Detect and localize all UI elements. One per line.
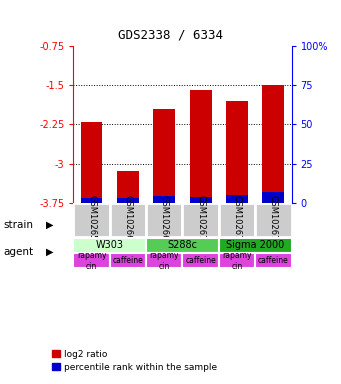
Bar <box>255 203 292 237</box>
Text: GDS2338 / 6334: GDS2338 / 6334 <box>118 29 223 42</box>
Text: caffeine: caffeine <box>113 257 143 265</box>
Bar <box>263 192 284 203</box>
Bar <box>219 253 255 268</box>
Bar <box>190 91 211 203</box>
Bar <box>80 198 102 203</box>
Text: Sigma 2000: Sigma 2000 <box>226 240 284 250</box>
Text: caffeine: caffeine <box>185 257 216 265</box>
Bar <box>255 253 292 268</box>
Bar <box>219 203 255 237</box>
Bar <box>226 195 248 203</box>
Bar <box>146 203 182 237</box>
Text: ▶: ▶ <box>46 247 54 257</box>
Bar <box>219 238 292 253</box>
Bar <box>73 203 110 237</box>
Bar <box>110 253 146 268</box>
Bar <box>153 196 175 203</box>
Text: S288c: S288c <box>167 240 197 250</box>
Text: agent: agent <box>3 247 33 257</box>
Bar <box>110 203 146 237</box>
Text: strain: strain <box>3 220 33 230</box>
Text: rapamy
cin: rapamy cin <box>149 251 179 271</box>
Legend: log2 ratio, percentile rank within the sample: log2 ratio, percentile rank within the s… <box>49 346 221 376</box>
Text: GSM102673: GSM102673 <box>269 195 278 245</box>
Bar <box>153 109 175 203</box>
Bar <box>80 122 102 203</box>
Text: GSM102664: GSM102664 <box>123 195 132 245</box>
Text: rapamy
cin: rapamy cin <box>77 251 106 271</box>
Text: ▶: ▶ <box>46 220 54 230</box>
Text: GSM102668: GSM102668 <box>160 195 169 245</box>
Bar <box>117 198 139 203</box>
Text: W303: W303 <box>96 240 124 250</box>
Bar <box>117 171 139 203</box>
Bar <box>146 253 182 268</box>
Text: GSM102672: GSM102672 <box>233 195 241 245</box>
Bar <box>73 253 110 268</box>
Bar <box>190 197 211 203</box>
Bar <box>226 101 248 203</box>
Bar <box>182 253 219 268</box>
Text: GSM102670: GSM102670 <box>196 195 205 245</box>
Text: GSM102659: GSM102659 <box>87 195 96 245</box>
Text: caffeine: caffeine <box>258 257 289 265</box>
Bar <box>263 85 284 203</box>
Text: rapamy
cin: rapamy cin <box>222 251 252 271</box>
Bar <box>182 203 219 237</box>
Bar <box>146 238 219 253</box>
Bar <box>73 238 146 253</box>
